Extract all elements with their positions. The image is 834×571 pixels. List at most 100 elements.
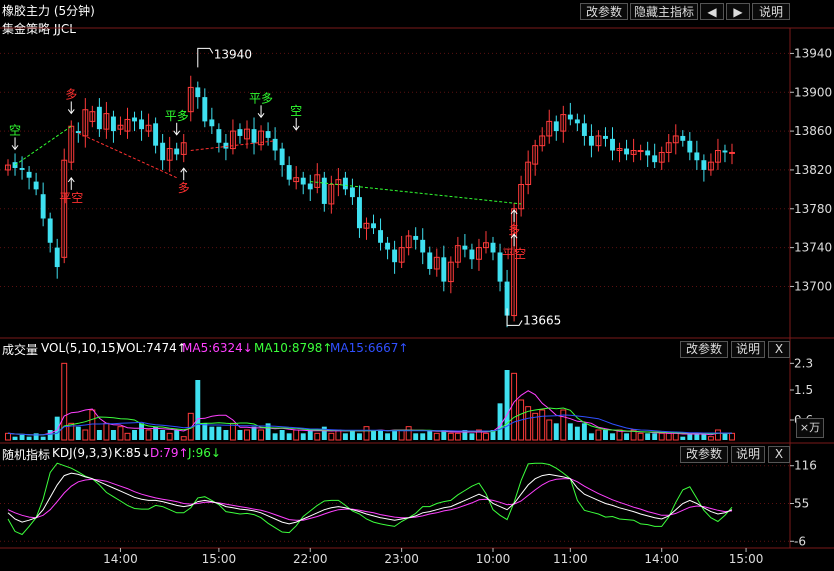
volume-ma-lines <box>7 390 733 436</box>
volume-bars <box>5 362 735 441</box>
volume-bar <box>61 362 68 441</box>
kdj-tick-label: -6 <box>794 534 806 548</box>
price-tick-label: 13700 <box>794 279 832 293</box>
volume-params-button[interactable]: 改参数 <box>680 341 728 358</box>
volume-bar <box>293 429 300 441</box>
volume-bar <box>68 422 75 441</box>
volume-bar <box>342 433 348 440</box>
volume-bar <box>427 430 433 440</box>
candle-body <box>610 138 615 151</box>
candle-body <box>12 162 18 168</box>
candle-body <box>672 135 679 144</box>
volume-bar <box>574 426 580 440</box>
volume-tick-label: 1.5 <box>794 383 813 397</box>
candle-body <box>469 249 475 260</box>
candle-body <box>645 150 651 156</box>
candle-body <box>75 131 81 134</box>
volume-bar <box>475 429 482 441</box>
candle-body <box>398 247 405 263</box>
candle-body <box>258 130 265 146</box>
volume-bar <box>637 432 644 441</box>
candle-body <box>26 171 32 178</box>
candle-body <box>5 164 11 171</box>
volume-bar <box>89 409 96 441</box>
candle-body <box>251 129 257 143</box>
volume-bar <box>153 426 159 440</box>
candle-body <box>532 145 539 165</box>
signal-arrow-head <box>180 167 188 173</box>
volume-bar <box>539 409 546 441</box>
signal-arrow-head <box>11 145 19 151</box>
volume-bar <box>392 430 398 440</box>
volume-bar <box>518 399 525 441</box>
kdj-legend: KDJ(9,3,3) <box>52 446 113 460</box>
high-marker <box>197 47 214 68</box>
volume-bar <box>145 429 152 441</box>
candle-body <box>110 116 116 132</box>
candle-body <box>553 121 559 132</box>
volume-bar <box>595 429 602 441</box>
volume-bar <box>174 430 180 440</box>
kdj-params-button[interactable]: 改参数 <box>680 446 728 463</box>
candle-body <box>525 161 532 185</box>
help-button[interactable]: 说明 <box>752 3 790 20</box>
volume-bar <box>532 412 539 441</box>
volume-help-button[interactable]: 说明 <box>731 341 765 358</box>
volume-bar <box>321 426 327 440</box>
volume-bar <box>672 432 679 441</box>
candle-body <box>454 245 461 263</box>
candle-body <box>286 165 292 180</box>
kdj-d-line <box>7 478 733 521</box>
kdj-tick-label: 55 <box>794 497 809 511</box>
candle-body <box>490 242 496 253</box>
candle-body <box>722 150 728 153</box>
hide-indicator-button[interactable]: 隐藏主指标 <box>630 3 698 20</box>
strategy-label: 集金策略 JJCL <box>2 22 76 36</box>
arrow-right-icon[interactable]: ▶ <box>726 3 750 20</box>
time-tick-label: 15:00 <box>729 552 764 566</box>
candle-body <box>209 119 215 127</box>
arrow-left-icon[interactable]: ◀ <box>700 3 724 20</box>
volume-bar <box>103 422 110 441</box>
candle-body <box>701 160 707 170</box>
strategy-line <box>310 181 522 205</box>
volume-ma5-line <box>7 390 732 436</box>
candle-body <box>363 222 370 229</box>
volume-bar <box>166 432 173 441</box>
kdj-axis: 116 55 -6 <box>790 459 817 548</box>
signal-label: 平空 <box>502 247 526 261</box>
kdj-d-value: D:79↑ <box>150 446 189 460</box>
candle-body <box>40 194 46 219</box>
volume-bar <box>328 432 335 441</box>
grid-lines <box>0 27 834 549</box>
kdj-close-button[interactable]: X <box>768 446 790 463</box>
candlestick-series <box>5 75 735 328</box>
volume-close-button[interactable]: X <box>768 341 790 358</box>
signal-arrow-head <box>257 113 265 119</box>
candle-body <box>729 151 735 154</box>
candle-body <box>356 197 362 229</box>
candle-body <box>497 252 503 282</box>
kdj-help-button[interactable]: 说明 <box>731 446 765 463</box>
candle-body <box>216 129 222 143</box>
volume-bar <box>216 426 222 440</box>
candle-body <box>293 177 300 183</box>
time-tick-label: 14:00 <box>103 552 138 566</box>
price-tick-label: 13740 <box>794 241 832 255</box>
candle-body <box>180 142 187 155</box>
change-params-button[interactable]: 改参数 <box>580 3 628 20</box>
signal-label: 空 <box>9 123 21 137</box>
volume-bar <box>54 416 60 440</box>
volume-value: VOL:7474↑ <box>118 341 187 355</box>
volume-bar <box>588 433 594 440</box>
volume-bar <box>300 433 306 440</box>
volume-bar <box>560 409 567 441</box>
candle-body <box>342 177 348 190</box>
candle-body <box>427 252 433 269</box>
volume-unit-badge[interactable]: ×万 <box>796 418 824 438</box>
volume-bar <box>610 433 615 440</box>
candle-body <box>61 159 68 258</box>
candle-body <box>174 148 180 155</box>
volume-bar <box>272 433 278 440</box>
candle-body <box>567 114 573 120</box>
